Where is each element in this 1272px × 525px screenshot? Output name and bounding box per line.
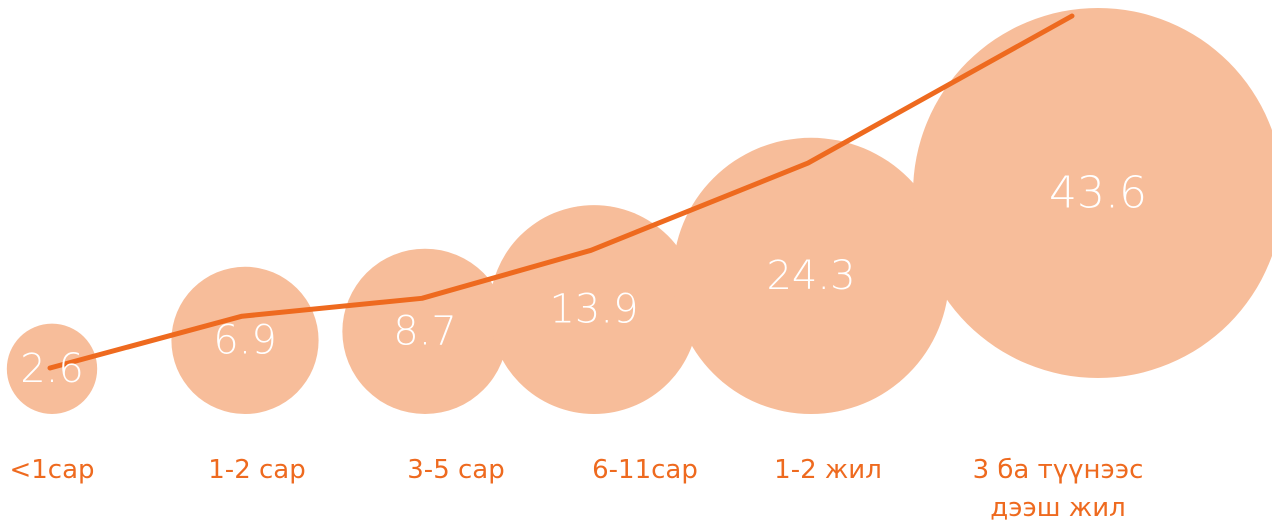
bubble-2 [342, 248, 508, 414]
bubbles-layer [6, 8, 1272, 415]
category-label-4: 1-2 жил [774, 455, 882, 485]
trend-line [47, 13, 1075, 371]
value-label-0: 2.6 [20, 346, 84, 392]
category-labels-layer: <1сар 1-2 сар 3-5 сар 6-11сар 1-2 жил 3 ба тү… [9, 455, 1143, 523]
category-label-line: 6-11сар [592, 455, 698, 485]
value-label-5: 43.6 [1049, 168, 1147, 219]
category-label-line: 1-2 сар [208, 455, 305, 485]
category-label-2: 3-5 сар [407, 455, 504, 485]
value-labels-layer: 2.6 6.9 8.7 13.9 24.3 43.6 [20, 168, 1147, 392]
trend-line-layer [47, 13, 1075, 371]
value-label-1: 6.9 [213, 317, 277, 363]
category-label-line: дээш жил [990, 493, 1126, 523]
category-label-5: 3 ба түүнээс дээш жил [973, 455, 1144, 523]
category-label-1: 1-2 сар [208, 455, 305, 485]
bubble-1 [171, 266, 319, 414]
category-label-line: 3-5 сар [407, 455, 504, 485]
value-label-4: 24.3 [766, 253, 855, 299]
category-label-line: 3 ба түүнээс [973, 455, 1144, 485]
value-label-2: 8.7 [393, 308, 457, 354]
category-label-line: 1-2 жил [774, 455, 882, 485]
category-label-0: <1сар [9, 455, 94, 485]
value-label-3: 13.9 [549, 287, 638, 333]
category-label-line: <1сар [9, 455, 94, 485]
bubble-3 [489, 205, 699, 414]
bubble-4 [672, 137, 950, 414]
category-label-3: 6-11сар [592, 455, 698, 485]
bubble-5 [913, 8, 1272, 378]
